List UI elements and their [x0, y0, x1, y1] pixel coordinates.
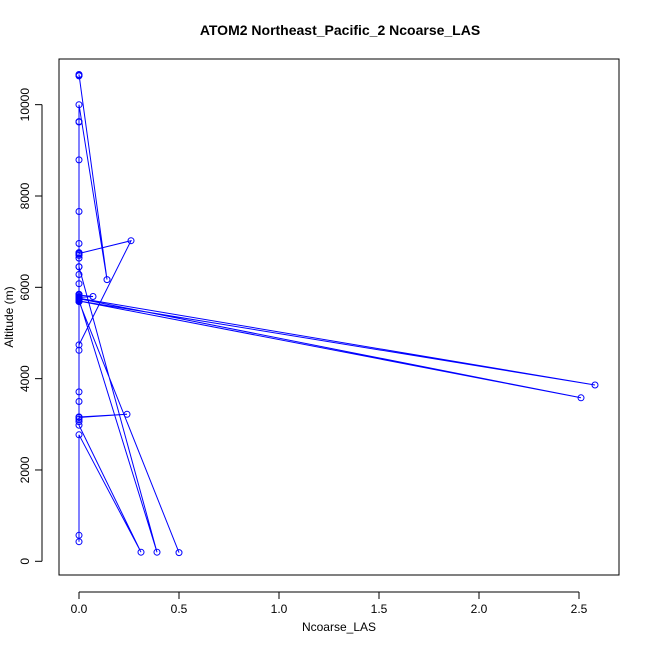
- data-point: [591, 381, 599, 389]
- data-point: [75, 118, 83, 126]
- chart-title: ATOM2 Northeast_Pacific_2 Ncoarse_LAS: [200, 22, 480, 38]
- y-tick-label: 2000: [18, 456, 32, 483]
- data-point: [127, 237, 135, 245]
- data-point: [75, 388, 83, 396]
- data-point: [75, 250, 83, 257]
- data-point: [75, 398, 83, 405]
- data-point: [89, 293, 97, 300]
- data-point: [153, 548, 161, 556]
- x-tick-label: 1.0: [271, 602, 288, 616]
- y-axis-label: Altitude (m): [2, 286, 16, 347]
- y-tick-label: 0: [18, 558, 32, 565]
- data-point: [75, 431, 83, 439]
- x-axis-label: Ncoarse_LAS: [302, 620, 376, 634]
- x-tick-label: 2.5: [571, 602, 588, 616]
- data-point: [75, 298, 83, 305]
- data-point: [75, 418, 83, 426]
- x-tick-label: 0.5: [171, 602, 188, 616]
- data-point: [75, 280, 83, 288]
- y-tick-label: 8000: [18, 182, 32, 209]
- data-point: [137, 548, 145, 556]
- data-point: [75, 208, 83, 215]
- data-point: [75, 263, 83, 271]
- x-axis: 0.0 0.5 1.0 1.5 2.0 2.5: [71, 591, 588, 616]
- plot-frame: [58, 58, 620, 576]
- series-layer: [75, 71, 599, 557]
- data-point: [175, 549, 183, 557]
- data-point: [75, 296, 83, 304]
- data-point: [123, 410, 131, 418]
- x-tick-label: 0.0: [71, 602, 88, 616]
- series-line: [78, 74, 596, 553]
- y-axis: 0 2000 4000 6000 8000 10000: [18, 88, 43, 565]
- y-tick-label: 4000: [18, 365, 32, 392]
- data-point: [577, 394, 585, 402]
- y-tick-label: 10000: [18, 88, 32, 122]
- data-point: [75, 413, 83, 421]
- data-point: [75, 240, 83, 247]
- data-point: [75, 341, 83, 349]
- data-point: [75, 156, 83, 164]
- data-point: [75, 531, 83, 539]
- data-point: [75, 271, 83, 278]
- x-tick-label: 1.5: [371, 602, 388, 616]
- data-point: [75, 72, 83, 80]
- x-tick-label: 2.0: [471, 602, 488, 616]
- data-point: [75, 101, 83, 109]
- data-point: [75, 293, 83, 301]
- data-point: [103, 276, 111, 284]
- data-point: [75, 346, 83, 354]
- y-tick-label: 6000: [18, 274, 32, 301]
